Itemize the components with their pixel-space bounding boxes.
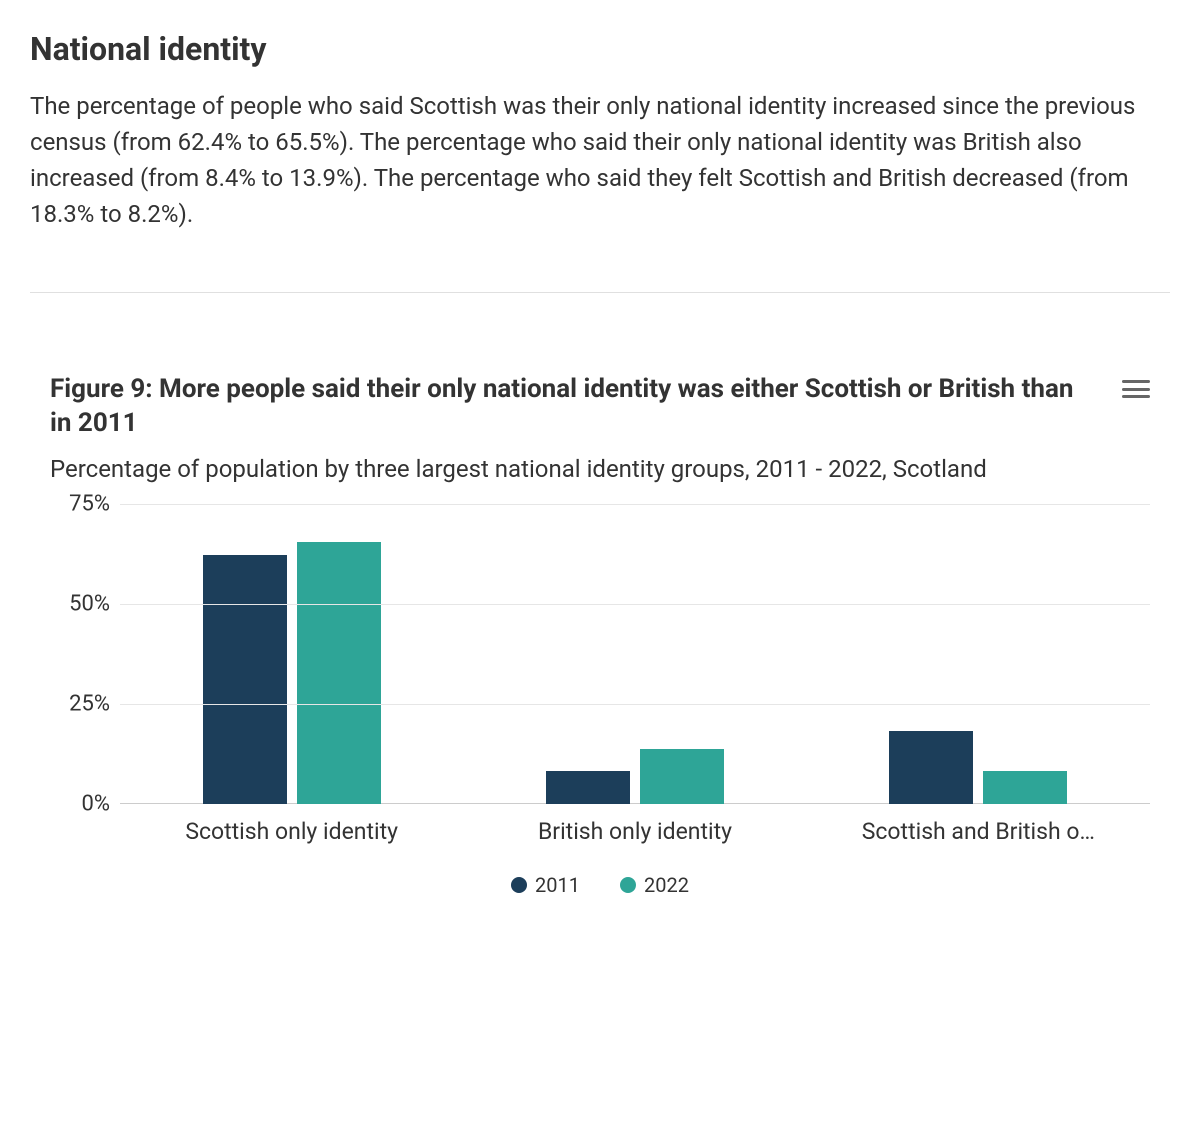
chart-plot-inner: 0%25%50%75%: [120, 504, 1150, 804]
bar-group: [463, 504, 806, 804]
chart-subtitle: Percentage of population by three larges…: [50, 453, 1098, 487]
section-body: The percentage of people who said Scotti…: [30, 88, 1170, 232]
bar: [203, 555, 287, 805]
chart-menu-button[interactable]: [1122, 377, 1150, 401]
bar: [640, 749, 724, 805]
bar: [983, 771, 1067, 804]
legend-item[interactable]: 2011: [511, 873, 580, 897]
hamburger-icon: [1122, 380, 1150, 383]
x-axis-label: British only identity: [463, 818, 806, 845]
bar: [546, 771, 630, 805]
gridline: [120, 704, 1150, 705]
legend-item[interactable]: 2022: [620, 873, 689, 897]
legend-label: 2011: [535, 873, 580, 897]
chart-plot: 0%25%50%75% Scottish only identityBritis…: [50, 504, 1150, 897]
legend-dot-icon: [511, 877, 527, 893]
y-tick-label: 0%: [50, 792, 110, 817]
hamburger-icon: [1122, 388, 1150, 391]
x-axis-label: Scottish and British o…: [807, 818, 1150, 845]
section-title: National identity: [30, 30, 1170, 68]
gridline: [120, 604, 1150, 605]
chart-legend: 2011 2022: [50, 873, 1150, 897]
chart-header: Figure 9: More people said their only na…: [50, 373, 1150, 494]
x-axis-labels: Scottish only identityBritish only ident…: [120, 818, 1150, 845]
bar-groups: [120, 504, 1150, 804]
bar: [889, 731, 973, 804]
y-tick-label: 75%: [50, 492, 110, 517]
chart-title: Figure 9: More people said their only na…: [50, 373, 1098, 441]
chart-container: Figure 9: More people said their only na…: [30, 373, 1170, 897]
legend-label: 2022: [644, 873, 689, 897]
y-tick-label: 50%: [50, 592, 110, 617]
chart-header-text: Figure 9: More people said their only na…: [50, 373, 1098, 494]
bar: [297, 542, 381, 804]
bar-group: [120, 504, 463, 804]
section-divider: [30, 292, 1170, 293]
gridline: [120, 504, 1150, 505]
y-tick-label: 25%: [50, 692, 110, 717]
legend-dot-icon: [620, 877, 636, 893]
x-axis-label: Scottish only identity: [120, 818, 463, 845]
hamburger-icon: [1122, 395, 1150, 398]
bar-group: [807, 504, 1150, 804]
